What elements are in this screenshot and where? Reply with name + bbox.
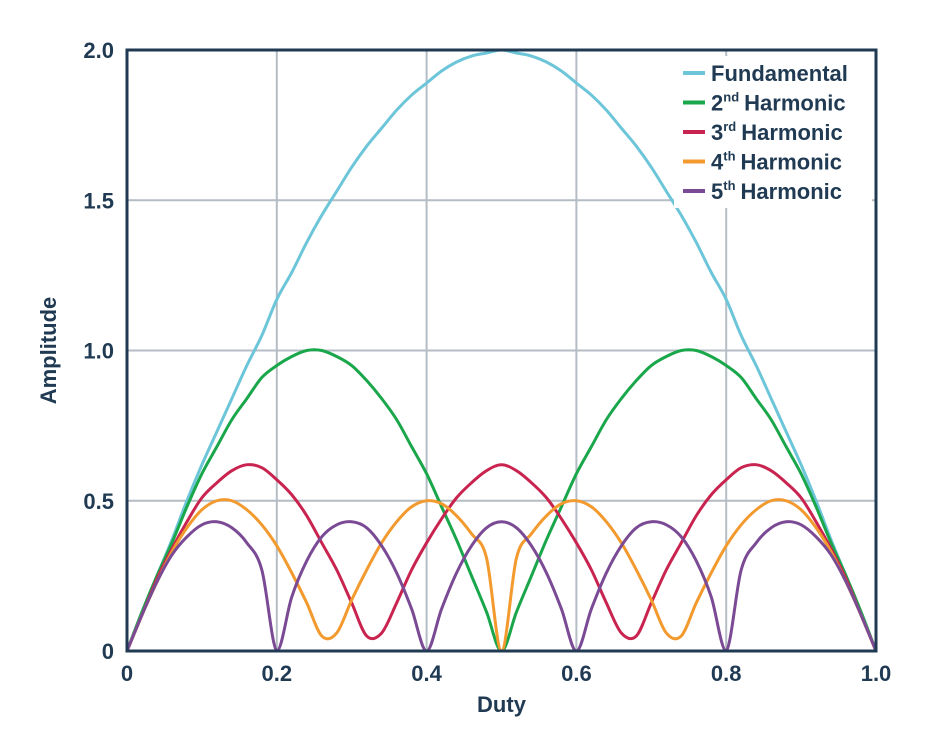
y-tick-label-1: 0.5	[83, 489, 114, 514]
x-tick-label-2: 0.4	[411, 661, 442, 686]
series-line-5	[125, 520, 878, 653]
series-line-3	[125, 463, 878, 653]
x-axis-title: Duty	[477, 692, 527, 717]
x-tick-label-4: 0.8	[711, 661, 742, 686]
plot-frame	[125, 48, 878, 653]
y-tick-label-0: 0	[102, 639, 114, 664]
x-tick-label-3: 0.6	[561, 661, 592, 686]
y-tick-label-3: 1.5	[83, 188, 114, 213]
legend-label-4: 4th Harmonic	[711, 149, 842, 175]
legend-label-2: 2nd Harmonic	[711, 90, 846, 116]
x-tick-label-5: 1.0	[861, 661, 892, 686]
x-tick-label-0: 0	[121, 661, 133, 686]
plot-border	[125, 48, 878, 653]
legend-label-5: 5th Harmonic	[711, 178, 842, 204]
tick-labels: 0 0.2 0.4 0.6 0.8 1.0 0 0.5 1.0 1.5 2.0	[83, 38, 891, 686]
legend-background	[674, 56, 872, 208]
x-tick-label-1: 0.2	[262, 661, 293, 686]
y-axis-title: Amplitude	[36, 297, 61, 405]
legend: Fundamental 2nd Harmonic 3rd Harmonic 4th Harm…	[674, 56, 872, 208]
legend-label-fundamental: Fundamental	[711, 61, 848, 86]
y-tick-label-2: 1.0	[83, 339, 114, 364]
y-tick-label-4: 2.0	[83, 38, 114, 63]
legend-label-3: 3rd Harmonic	[711, 119, 843, 145]
